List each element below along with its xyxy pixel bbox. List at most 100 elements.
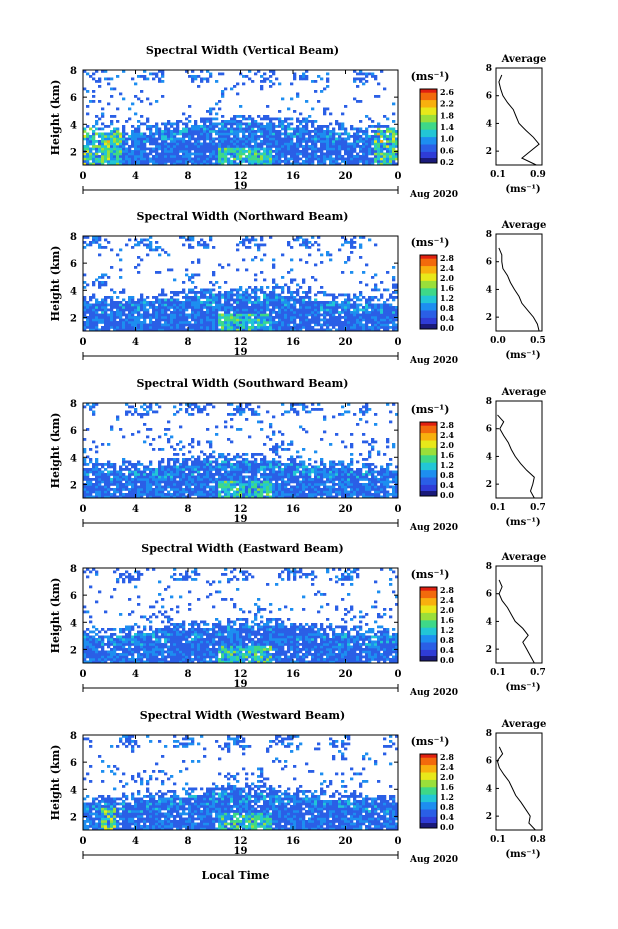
heatmap-cell <box>146 301 150 304</box>
heatmap-cell <box>356 127 360 131</box>
heatmap-cell <box>185 465 189 469</box>
heatmap-cell <box>155 326 159 329</box>
heatmap-cell <box>83 301 87 304</box>
heatmap-cell <box>359 130 363 133</box>
heatmap-cell <box>287 150 291 153</box>
heatmap-cell <box>212 130 216 133</box>
heatmap-cell <box>374 273 378 277</box>
colorbar-tick-label: 2.4 <box>440 263 454 273</box>
heatmap-cell <box>248 142 252 146</box>
heatmap-cell <box>272 321 276 324</box>
heatmap-cell <box>308 488 312 491</box>
heatmap-cell <box>299 120 303 123</box>
heatmap-cell <box>110 428 114 431</box>
heatmap-cell <box>365 152 369 156</box>
heatmap-cell <box>269 147 273 151</box>
heatmap-cell <box>158 473 162 476</box>
heatmap-cell <box>101 281 105 284</box>
heatmap-cell <box>206 127 210 131</box>
heatmap-cell <box>92 132 96 136</box>
heatmap-cell <box>197 125 201 128</box>
heatmap-cell <box>260 490 264 494</box>
heatmap-cell <box>356 157 360 161</box>
heatmap-cell <box>113 468 117 471</box>
y-tick-label: 6 <box>70 93 77 104</box>
heatmap-cell <box>314 408 318 411</box>
heatmap-cell <box>350 251 354 254</box>
heatmap-cell <box>308 241 312 244</box>
heatmap-cell <box>89 140 93 143</box>
colorbar-segment <box>420 114 437 120</box>
heatmap-cell <box>266 293 270 297</box>
heatmap-cell <box>296 403 300 406</box>
heatmap-cell <box>308 140 312 143</box>
heatmap-cell <box>227 120 231 123</box>
heatmap-cell <box>173 490 177 494</box>
heatmap-cell <box>257 155 261 158</box>
heatmap-cell <box>83 152 87 156</box>
heatmap-cell <box>251 413 255 416</box>
heatmap-cell <box>353 137 357 141</box>
heatmap-cell <box>311 321 315 324</box>
heatmap-cell <box>128 318 132 322</box>
heatmap-cell <box>278 120 282 123</box>
heatmap-cell <box>326 326 330 329</box>
heatmap-cell <box>392 155 396 158</box>
heatmap-cell <box>284 117 288 121</box>
heatmap-cell <box>107 465 111 469</box>
heatmap-cell <box>272 328 276 332</box>
heatmap-cell <box>173 328 177 332</box>
heatmap-cell <box>239 318 243 322</box>
heatmap-cell <box>302 475 306 479</box>
heatmap-cell <box>275 321 279 324</box>
heatmap-cell <box>167 147 171 151</box>
heatmap-cell <box>335 150 339 153</box>
heatmap-cell <box>257 157 261 161</box>
heatmap-cell <box>200 480 204 484</box>
heatmap-cell <box>287 483 291 486</box>
heatmap-cell <box>323 313 327 317</box>
heatmap-cell <box>206 468 210 471</box>
average-x-tick-label: 0.1 <box>490 170 506 180</box>
heatmap-cell <box>308 157 312 161</box>
heatmap-cell <box>170 458 174 461</box>
heatmap-cell <box>185 458 189 461</box>
heatmap-cell <box>98 145 102 148</box>
heatmap-cell <box>146 323 150 327</box>
heatmap-cell <box>146 405 150 409</box>
heatmap-cell <box>152 248 156 252</box>
heatmap-cell <box>161 488 165 491</box>
heatmap-cell <box>119 318 123 322</box>
heatmap-cell <box>296 483 300 486</box>
heatmap-cell <box>194 468 198 471</box>
heatmap-cell <box>158 460 162 464</box>
heatmap-cell <box>275 298 279 302</box>
colorbar-tick-label: 1.8 <box>440 110 454 120</box>
heatmap-cell <box>371 313 375 317</box>
heatmap-cell <box>284 296 288 299</box>
heatmap-cell <box>92 321 96 324</box>
heatmap-cell <box>209 112 213 116</box>
heatmap-cell <box>158 152 162 156</box>
heatmap-cell <box>233 468 237 471</box>
heatmap-cell <box>254 463 258 466</box>
heatmap-cell <box>101 132 105 136</box>
heatmap-cell <box>140 241 144 244</box>
heatmap-cell <box>209 142 213 146</box>
heatmap-cell <box>206 120 210 123</box>
heatmap-cell <box>290 291 294 294</box>
heatmap-cell <box>122 328 126 332</box>
heatmap-cell <box>365 162 369 166</box>
heatmap-cell <box>176 470 180 474</box>
heatmap-cell <box>212 460 216 464</box>
heatmap-cell <box>341 303 345 307</box>
heatmap-cell <box>269 162 273 166</box>
heatmap-cell <box>134 137 138 141</box>
heatmap-cell <box>323 110 327 113</box>
heatmap-cell <box>230 162 234 166</box>
heatmap-cell <box>86 480 90 484</box>
heatmap-cell <box>362 326 366 329</box>
heatmap-cell <box>182 160 186 163</box>
heatmap-cell <box>353 236 357 239</box>
heatmap-cell <box>251 488 255 491</box>
